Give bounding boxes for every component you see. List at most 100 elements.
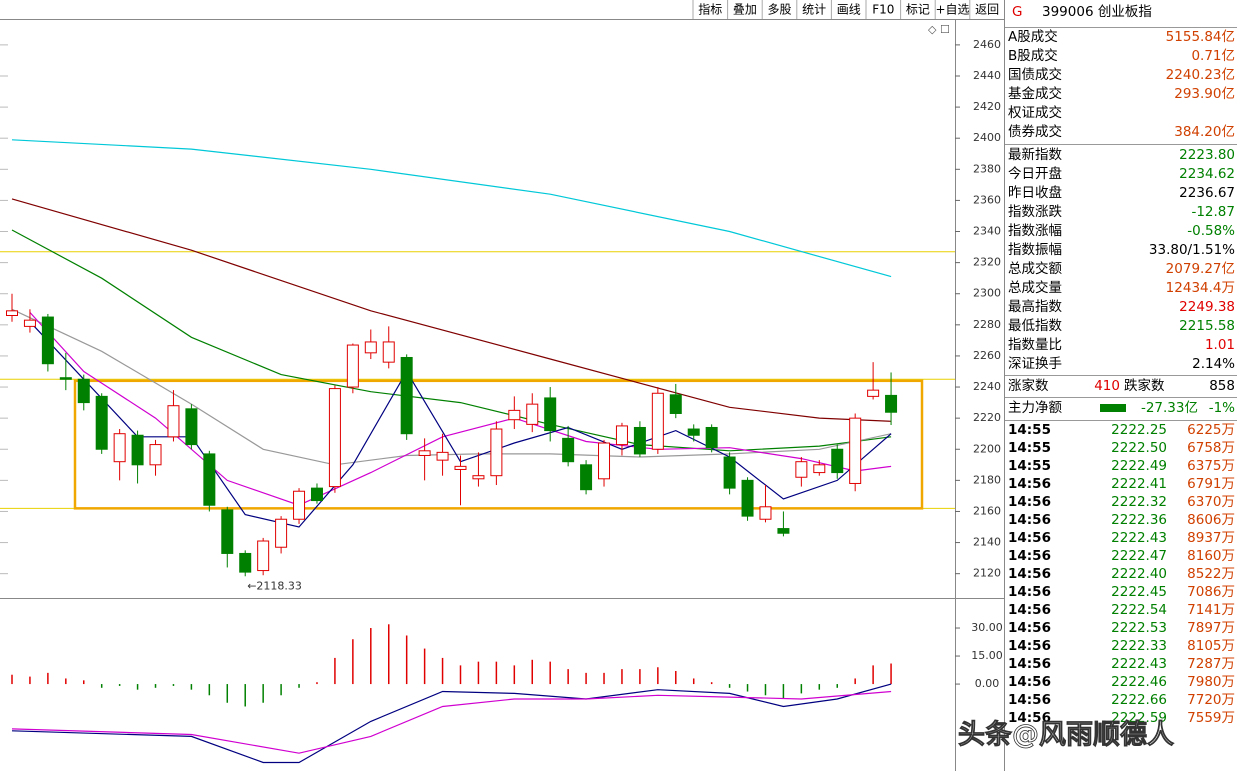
stat-label: 指数涨幅 <box>1008 223 1062 239</box>
tick-price: 2222.40 <box>1111 566 1167 582</box>
stat-label: 指数涨跌 <box>1008 204 1062 220</box>
up-label: 涨家数 <box>1008 377 1049 394</box>
candle-body <box>777 528 790 534</box>
stat-label: 昨日收盘 <box>1008 184 1062 201</box>
tick-time: 14:55 <box>1008 422 1051 438</box>
flow-bar <box>1100 404 1126 412</box>
candle-body <box>310 487 323 502</box>
y-tick-label: 2320 <box>973 256 1001 269</box>
y-tick-label: 2460 <box>973 38 1001 51</box>
low-annotation: ←2118.33 <box>247 579 302 592</box>
stat-value: 2223.80 <box>1179 147 1235 163</box>
candle-body <box>346 344 359 388</box>
candle-body <box>77 378 90 404</box>
tick-time: 14:56 <box>1008 638 1051 654</box>
toolbar-button[interactable]: 叠加 <box>733 3 757 17</box>
tick-time: 14:56 <box>1008 530 1051 546</box>
tick-volume: 6225万 <box>1187 422 1235 438</box>
toolbar-button[interactable]: +自选 <box>935 3 969 17</box>
y-tick-label: 2400 <box>973 131 1001 144</box>
turnover-label: 债券成交 <box>1008 123 1062 140</box>
stat-label: 指数量比 <box>1008 337 1062 353</box>
tick-volume: 7897万 <box>1187 620 1235 636</box>
stat-label: 今日开盘 <box>1008 165 1062 182</box>
y-tick-label: 2340 <box>973 225 1001 238</box>
candle-body <box>59 377 72 380</box>
candle-body <box>185 408 198 446</box>
toolbar-button[interactable]: 返回 <box>975 3 999 17</box>
stat-label: 指数振幅 <box>1008 242 1062 258</box>
tick-volume: 8105万 <box>1187 638 1235 654</box>
turnover-value: 2240.23亿 <box>1166 67 1235 83</box>
up-count: 410 <box>1094 378 1120 394</box>
candle-body <box>328 388 341 488</box>
candle-body <box>705 426 718 449</box>
turnover-label: A股成交 <box>1008 28 1058 45</box>
flow-pct: -1% <box>1209 400 1235 416</box>
moving-average <box>11 139 892 278</box>
flow-label: 主力净额 <box>1008 400 1062 416</box>
toolbar-button[interactable]: 指标 <box>698 2 722 17</box>
candle-body <box>400 356 413 435</box>
tick-time: 14:56 <box>1008 476 1051 492</box>
security-name: 399006 创业板指 <box>1042 4 1152 20</box>
toolbar-button[interactable]: 多股 <box>767 3 791 17</box>
tick-volume: 6791万 <box>1187 476 1235 492</box>
y-tick-label: 2220 <box>973 411 1001 424</box>
stat-value: 2.14% <box>1192 356 1235 372</box>
icon-diamond[interactable]: ◇ ☐ <box>928 23 950 36</box>
candle-body <box>239 552 252 573</box>
stat-value: 2234.62 <box>1179 166 1235 182</box>
tick-price: 2222.43 <box>1111 656 1167 672</box>
tick-price: 2222.46 <box>1111 674 1167 690</box>
candle-body <box>41 316 54 365</box>
tick-volume: 8606万 <box>1187 512 1235 528</box>
candle-body <box>885 394 898 413</box>
tick-volume: 8937万 <box>1187 530 1235 546</box>
y-tick-label: 2380 <box>973 162 1001 175</box>
toolbar-button[interactable]: F10 <box>872 3 894 17</box>
range-box <box>73 379 924 510</box>
turnover-value: 5155.84亿 <box>1166 29 1235 45</box>
stat-value: -0.58% <box>1187 223 1235 239</box>
y-tick-label: 2160 <box>973 504 1001 517</box>
indicator-line <box>11 683 892 764</box>
toolbar-button[interactable]: 标记 <box>906 3 930 17</box>
tick-volume: 7559万 <box>1187 710 1235 726</box>
stat-value: -12.87 <box>1191 204 1235 220</box>
stat-value: 33.80/1.51% <box>1149 242 1235 258</box>
candle-body <box>687 428 700 436</box>
candle-body <box>562 437 575 463</box>
toolbar-button[interactable]: 画线 <box>837 3 861 17</box>
y-tick-label: 2120 <box>973 567 1001 580</box>
y-tick-label: 2280 <box>973 318 1001 331</box>
stat-value: 1.01 <box>1205 337 1235 353</box>
tick-time: 14:55 <box>1008 458 1051 474</box>
tick-time: 14:56 <box>1008 494 1051 510</box>
stat-label: 总成交量 <box>1008 279 1062 296</box>
tick-volume: 8160万 <box>1187 548 1235 564</box>
tick-time: 14:56 <box>1008 566 1051 582</box>
tick-time: 14:56 <box>1008 674 1051 690</box>
stat-value: 12434.4万 <box>1166 280 1235 296</box>
tick-volume: 6375万 <box>1187 458 1235 474</box>
y-tick-label: 30.00 <box>971 621 1003 634</box>
tick-price: 2222.33 <box>1111 638 1167 654</box>
tick-price: 2222.45 <box>1111 584 1167 600</box>
candle-body <box>149 444 162 466</box>
candle-body <box>167 405 180 438</box>
tick-price: 2222.54 <box>1111 602 1167 618</box>
tick-time: 14:56 <box>1008 710 1051 726</box>
stat-label: 最高指数 <box>1008 298 1062 315</box>
moving-average <box>11 198 892 422</box>
candle-body <box>131 434 144 466</box>
y-tick-label: 2440 <box>973 69 1001 82</box>
candle-body <box>6 310 18 316</box>
toolbar-button[interactable]: 统计 <box>802 3 826 17</box>
tick-time: 14:56 <box>1008 656 1051 672</box>
tick-time: 14:56 <box>1008 584 1051 600</box>
down-label: 跌家数 <box>1124 377 1165 394</box>
candle-body <box>490 428 503 477</box>
